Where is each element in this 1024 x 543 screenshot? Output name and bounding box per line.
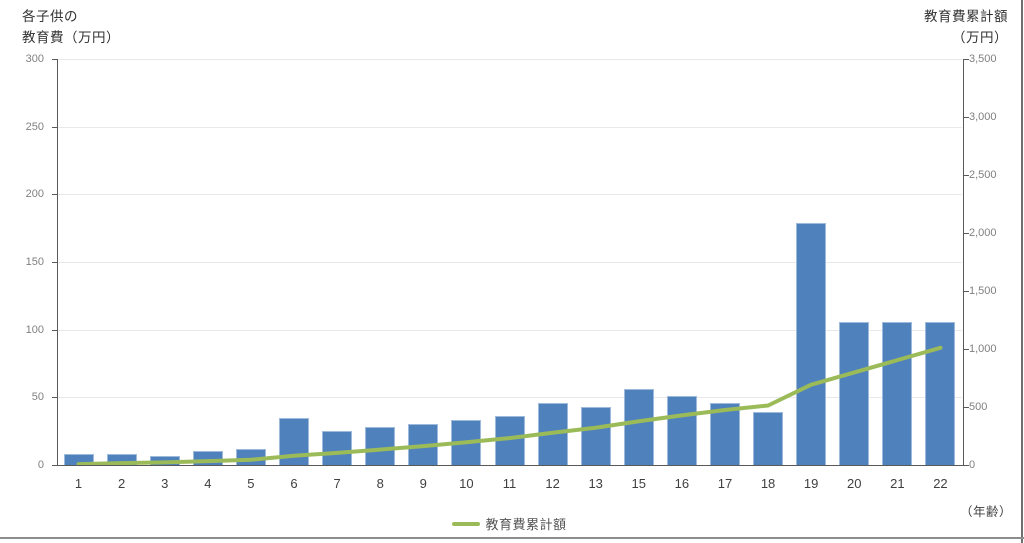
left-axis-tick-label: 100	[25, 323, 44, 336]
x-axis-label-age-21: 21	[890, 476, 905, 491]
left-axis-tick	[52, 465, 57, 466]
left-axis-tick-label: 0	[37, 459, 44, 471]
right-axis-tick	[963, 59, 969, 60]
left-axis-tick-label: 300	[25, 53, 44, 65]
x-axis-label-age-18: 18	[760, 476, 776, 491]
right-axis-tick	[963, 349, 969, 350]
x-axis-label-age-17: 17	[717, 476, 733, 491]
left-axis-tick-label: 150	[25, 256, 44, 268]
page-border-right	[1021, 0, 1023, 543]
bar-age-7	[322, 431, 353, 465]
right-axis-tick-label: 500	[969, 401, 988, 413]
gridline	[57, 329, 962, 331]
x-axis-label-age-3: 3	[161, 476, 169, 491]
left-axis-tick-label: 200	[25, 188, 44, 201]
x-axis-label-age-8: 8	[376, 476, 384, 491]
bar-age-22	[925, 321, 956, 465]
bar-age-6	[279, 417, 310, 465]
left-axis-title-line2: 教育費（万円）	[22, 30, 120, 45]
bar-age-9	[408, 424, 439, 465]
left-axis-tick	[52, 126, 57, 128]
x-axis-label-age-5: 5	[247, 476, 255, 491]
bar-age-4	[192, 451, 223, 465]
left-axis-title: 各子供の 教育費（万円）	[22, 6, 120, 48]
left-axis-tick-label: 250	[25, 120, 44, 133]
bar-age-12	[537, 402, 568, 465]
right-axis-tick-label: 0	[969, 459, 976, 471]
bar-age-2	[106, 454, 137, 465]
legend: 教育費累計額	[57, 514, 962, 533]
x-axis-unit-label: （年齢）	[959, 505, 1012, 519]
right-axis-tick-label: 1,000	[969, 343, 997, 355]
bar-age-5	[235, 448, 266, 465]
x-axis-label-age-11: 11	[502, 476, 517, 491]
x-axis-label-age-15: 15	[631, 476, 647, 491]
bar-age-1	[63, 454, 94, 465]
gridline	[57, 397, 962, 399]
right-axis-tick-label: 2,000	[969, 227, 997, 239]
left-axis-tick	[52, 59, 57, 60]
left-axis-tick	[52, 397, 57, 399]
x-axis-label-age-6: 6	[290, 476, 298, 491]
x-axis-label-age-12: 12	[545, 476, 560, 491]
right-axis-tick	[963, 117, 969, 118]
x-axis-label-age-7: 7	[333, 476, 341, 491]
x-axis-label-age-22: 22	[933, 476, 948, 491]
right-axis-title-line2: （万円）	[952, 30, 1008, 45]
gridline	[57, 59, 962, 60]
right-axis-tick	[963, 465, 969, 466]
bar-age-18	[753, 412, 784, 465]
right-axis-tick	[963, 233, 969, 234]
bar-age-19	[796, 222, 827, 465]
x-axis-label-age-19: 19	[803, 476, 819, 491]
x-axis-label-age-16: 16	[674, 476, 690, 491]
right-axis-tick	[963, 407, 969, 408]
x-axis-label-age-2: 2	[118, 476, 126, 491]
left-axis-tick	[52, 262, 57, 263]
left-axis-title-line1: 各子供の	[22, 9, 78, 24]
bar-age-21	[882, 321, 913, 465]
left-axis-tick	[52, 194, 57, 196]
x-axis-label-age-1: 1	[74, 476, 83, 491]
right-axis-tick	[963, 175, 969, 176]
gridline	[57, 126, 962, 128]
x-axis-label-age-20: 20	[847, 476, 862, 491]
left-axis-tick	[52, 329, 57, 331]
right-axis-title-line1: 教育費累計額	[924, 9, 1008, 24]
bar-age-17	[709, 402, 740, 465]
right-axis-tick-label: 3,000	[969, 111, 997, 123]
bar-age-11	[494, 416, 525, 465]
bar-age-15	[623, 389, 654, 465]
gridline	[57, 262, 962, 263]
bar-age-16	[666, 395, 697, 465]
right-axis-tick-label: 3,500	[969, 53, 997, 65]
bar-age-20	[839, 321, 870, 465]
bar-age-10	[451, 420, 482, 465]
legend-line-swatch	[452, 521, 481, 526]
bar-age-3	[149, 455, 180, 465]
left-axis-tick-label: 50	[31, 391, 44, 404]
right-axis-tick-label: 2,500	[969, 169, 997, 181]
right-axis-tick-label: 1,500	[969, 285, 997, 297]
bar-age-8	[365, 427, 396, 465]
right-axis-title: 教育費累計額 （万円）	[924, 6, 1008, 48]
page-border-bottom	[0, 537, 1024, 539]
x-axis-label-age-10: 10	[459, 476, 474, 491]
x-axis-label-age-13: 13	[588, 476, 603, 491]
bar-age-13	[580, 406, 611, 465]
legend-label: 教育費累計額	[485, 517, 567, 532]
x-axis-label-age-4: 4	[204, 476, 212, 491]
gridline	[57, 194, 962, 196]
right-axis-tick	[963, 291, 969, 292]
x-axis-label-age-9: 9	[419, 476, 427, 491]
